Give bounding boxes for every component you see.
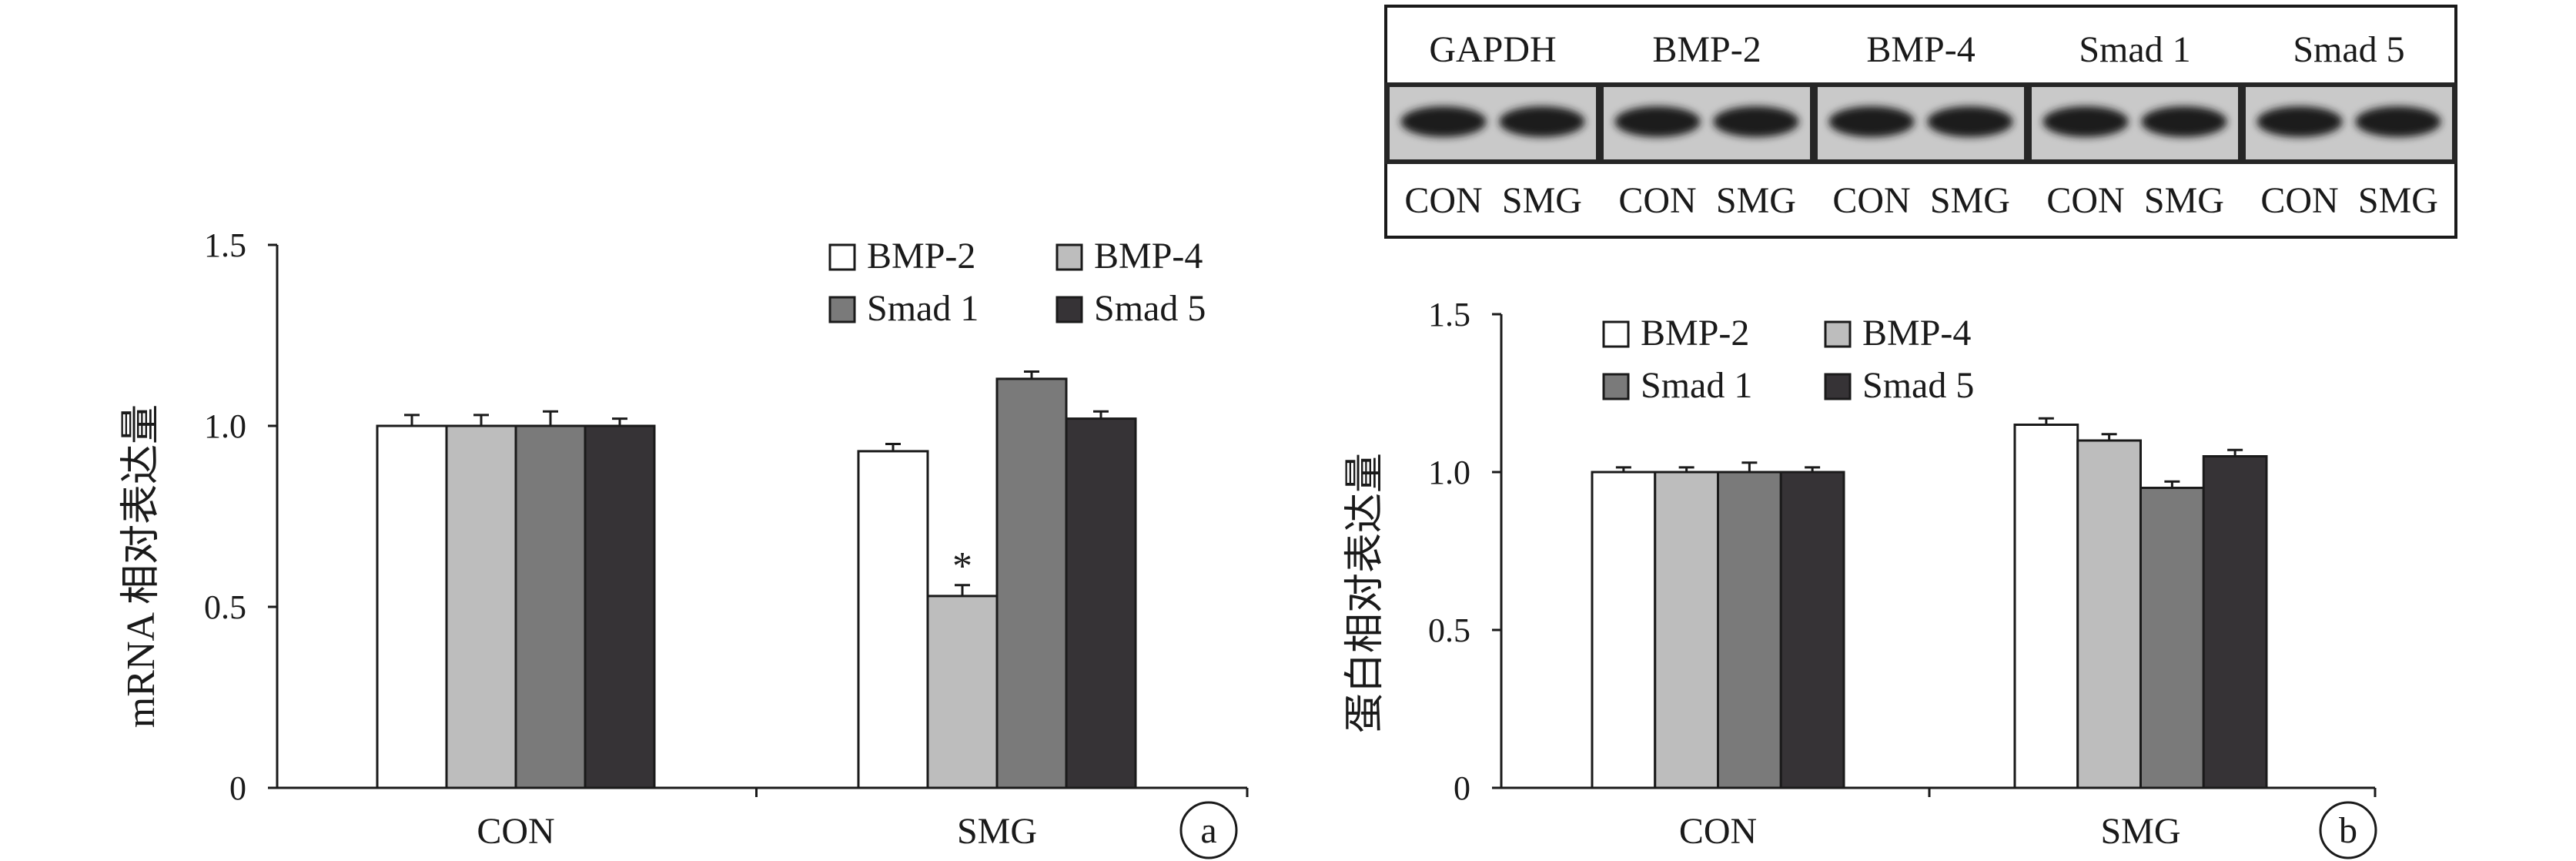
panel-badge-circle <box>2319 801 2377 859</box>
panel-badge-letter: a <box>1200 810 1216 851</box>
y-tick-label: 0 <box>1454 769 1470 807</box>
legend-b: BMP-2 BMP-4 Smad 1 Smad 5 <box>1602 313 1974 406</box>
blot-band-smad-5-smg <box>2355 106 2441 137</box>
blot-lane-label: CON <box>1618 180 1696 221</box>
y-tick-label: 0 <box>229 769 246 807</box>
blot-lane-labels: CON SMG CON SMG CON SMG CON SMG CON SMG <box>1404 180 2438 221</box>
blot-protein-label: BMP-4 <box>1866 29 1975 70</box>
blot-lane-label: SMG <box>1930 180 2010 221</box>
x-category-label: CON <box>477 811 554 852</box>
blot-protein-label: Smad 1 <box>2079 29 2190 70</box>
blot-band-gapdh-con <box>1400 106 1487 137</box>
blot-band-bmp-4-con <box>1828 106 1915 137</box>
x-category-label: SMG <box>2100 811 2180 852</box>
blot-protein-label: BMP-2 <box>1652 29 1761 70</box>
legend-label-smad-1: Smad 1 <box>1641 365 1752 406</box>
blot-lane-label: CON <box>2046 180 2124 221</box>
blot-lane-label: SMG <box>1502 180 1582 221</box>
axes-b: 0 0.5 1.0 1.5 CON SMG <box>1428 296 2377 852</box>
bar-con-bmp-2 <box>376 424 448 789</box>
blot-protein-label: Smad 5 <box>2293 29 2404 70</box>
legend-label-bmp-4: BMP-4 <box>1862 313 1971 353</box>
bar-con-smad-5 <box>584 424 656 789</box>
y-tick-label: 1.5 <box>1428 296 1470 333</box>
bar-con-bmp-4 <box>1654 471 1719 789</box>
bar-smg-bmp-2 <box>2013 424 2079 789</box>
blot-band-smad-1-smg <box>2141 106 2227 137</box>
y-tick-label: 0.5 <box>1428 611 1470 649</box>
x-category-label: CON <box>1679 811 1757 852</box>
blot-band-bmp-2-con <box>1614 106 1701 137</box>
legend-label-bmp-4: BMP-4 <box>1094 236 1203 276</box>
bar-con-smad-5 <box>1779 471 1845 789</box>
panel-badge-circle <box>1179 801 1238 859</box>
panel-badge-a: a <box>1179 801 1238 859</box>
blot-band-gapdh-smg <box>1499 106 1585 137</box>
blot-strips <box>1385 82 2457 164</box>
bar-con-bmp-2 <box>1591 471 1657 789</box>
legend-label-smad-5: Smad 5 <box>1862 365 1974 406</box>
bar-smg-bmp-4 <box>2076 439 2142 789</box>
significance-marker: * <box>952 544 972 588</box>
bar-smg-bmp-4 <box>926 595 999 789</box>
bar-smg-smad-1 <box>2139 487 2205 789</box>
blot-lane-label: CON <box>1832 180 1910 221</box>
bars-a: * <box>376 370 1137 789</box>
legend-label-smad-5: Smad 5 <box>1094 288 1206 329</box>
x-category-label: SMG <box>957 811 1037 852</box>
legend-label-smad-1: Smad 1 <box>867 288 979 329</box>
legend-swatch-smad-5 <box>1824 373 1852 400</box>
y-tick-label: 1.5 <box>204 226 246 264</box>
bar-con-smad-1 <box>514 424 587 789</box>
bar-smg-smad-5 <box>1065 417 1137 789</box>
y-axis-title-b: 蛋白相对表达量 <box>1343 453 1387 733</box>
bar-smg-smad-5 <box>2202 455 2268 789</box>
chart-panel-b: 蛋白相对表达量 0 0.5 1.0 1.5 CON SMG BMP-2 BMP-4 Smad … <box>1343 296 2377 859</box>
panel-badge-letter: b <box>2339 810 2357 851</box>
blot-band-bmp-4-smg <box>1927 106 2013 137</box>
blot-band-smad-1-con <box>2042 106 2129 137</box>
bars-b <box>1591 417 2268 789</box>
bar-con-bmp-4 <box>445 424 517 789</box>
y-tick-label: 0.5 <box>204 588 246 626</box>
panel-badge-b: b <box>2319 801 2377 859</box>
legend-swatch-smad-1 <box>828 296 856 323</box>
legend-swatch-bmp-4 <box>1055 243 1083 271</box>
blot-protein-label: GAPDH <box>1429 29 1556 70</box>
y-axis-title-a: mRNA 相对表达量 <box>119 404 163 728</box>
chart-panel-a: mRNA 相对表达量 0 0.5 1.0 1.5 CON SMG * BMP-2 BMP-4… <box>119 226 1249 859</box>
legend-a: BMP-2 BMP-4 Smad 1 Smad 5 <box>828 236 1206 329</box>
bar-con-smad-1 <box>1717 471 1782 789</box>
legend-swatch-smad-5 <box>1055 296 1083 323</box>
y-tick-label: 1.0 <box>1428 454 1470 491</box>
bar-smg-bmp-2 <box>857 450 929 789</box>
blot-lane-label: CON <box>1404 180 1482 221</box>
legend-label-bmp-2: BMP-2 <box>867 236 975 276</box>
blot-band-bmp-2-smg <box>1713 106 1799 137</box>
legend-swatch-bmp-4 <box>1824 320 1852 348</box>
blot-lane-label: SMG <box>2144 180 2224 221</box>
legend-swatch-smad-1 <box>1602 373 1630 400</box>
legend-swatch-bmp-2 <box>1602 320 1630 348</box>
blot-lane-label: SMG <box>2358 180 2438 221</box>
bar-smg-smad-1 <box>995 377 1068 789</box>
western-blot: GAPDH BMP-2 BMP-4 Smad 1 Smad 5 CON SMG CON SMG… <box>1384 5 2457 239</box>
blot-lane-label: SMG <box>1716 180 1796 221</box>
blot-lane-label: CON <box>2260 180 2338 221</box>
legend-label-bmp-2: BMP-2 <box>1641 313 1749 353</box>
y-tick-label: 1.0 <box>204 407 246 445</box>
legend-swatch-bmp-2 <box>828 243 856 271</box>
blot-band-smad-5-con <box>2257 106 2343 137</box>
blot-protein-labels: GAPDH BMP-2 BMP-4 Smad 1 Smad 5 <box>1429 29 2404 70</box>
